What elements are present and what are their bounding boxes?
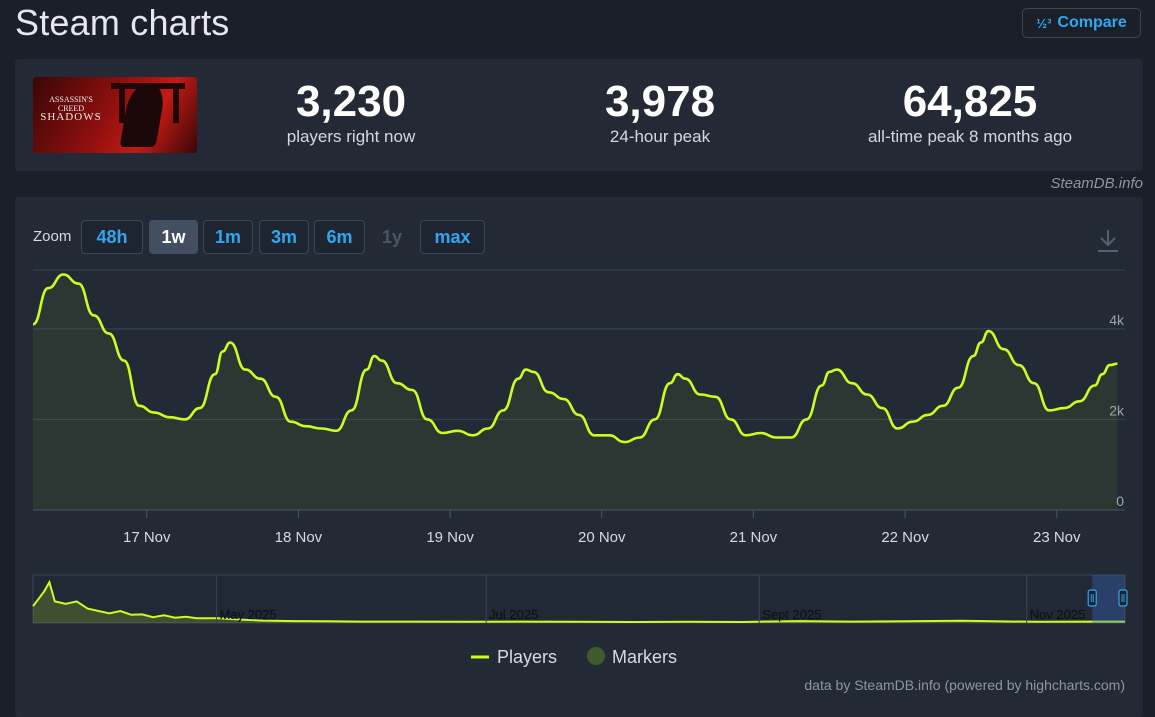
y-tick-label: 2k [1109, 402, 1125, 418]
y-tick-label: 0 [1116, 493, 1124, 509]
x-tick-label: 22 Nov [881, 529, 929, 546]
x-axis: 17 Nov 18 Nov 19 Nov 20 Nov 21 Nov 22 Nov 23 N… [123, 510, 1081, 546]
stat-label: 24-hour peak [609, 127, 711, 146]
game-cover-image[interactable]: ASSASSIN'S CREED SHADOWS [33, 77, 197, 153]
page-title: Steam charts [15, 2, 230, 43]
navigator-tick-label: Jul 2025 [489, 607, 538, 622]
compare-label: Compare [1057, 14, 1127, 31]
torii-post-left [119, 83, 125, 123]
x-tick-label: 20 Nov [578, 529, 626, 546]
navigator-tick-label: May 2025 [219, 607, 276, 622]
y-axis: 0 2k 4k [1109, 312, 1125, 509]
stat-label: players right now [286, 127, 416, 146]
zoom-1m-button[interactable]: 1m [203, 220, 253, 254]
navigator[interactable]: May 2025 Jul 2025 Sept 2025 Nov 2025 [32, 574, 1128, 624]
players-area [33, 274, 1118, 510]
navigator-tick-label: Sept 2025 [762, 607, 821, 622]
x-tick-label: 21 Nov [730, 529, 778, 546]
zoom-max-button[interactable]: max [420, 220, 485, 254]
zoom-48h-button[interactable]: 48h [81, 220, 143, 254]
game-logo: ASSASSIN'S CREED SHADOWS [40, 95, 102, 123]
stat-label: all-time peak 8 months ago [867, 127, 1073, 146]
x-tick-label: 23 Nov [1033, 529, 1081, 546]
zoom-6m-button[interactable]: 6m [314, 220, 365, 254]
zoom-1w-button[interactable]: 1w [149, 220, 198, 254]
navigator-frame [32, 574, 1126, 624]
navigator-handle [1118, 589, 1128, 607]
stat-value: 3,230 [295, 77, 407, 126]
day-peak-stat: 3,978 24-hour peak [540, 77, 780, 147]
stat-value: 64,825 [902, 77, 1038, 126]
zoom-3m-button[interactable]: 3m [259, 220, 309, 254]
stat-value: 3,978 [604, 77, 716, 126]
current-players-stat: 3,230 players right now [231, 77, 471, 147]
stats-panel: ASSASSIN'S CREED SHADOWS 3,230 players r… [15, 59, 1143, 171]
footer-credit[interactable]: data by SteamDB.info (powered by highcha… [804, 677, 1125, 693]
legend-markers-label: Markers [612, 647, 677, 667]
steamdb-credit[interactable]: SteamDB.info [1050, 175, 1143, 192]
compare-button[interactable]: ½³ Compare [1022, 8, 1141, 38]
chart-panel [15, 197, 1143, 717]
x-tick-label: 19 Nov [426, 529, 474, 546]
download-icon[interactable] [1096, 228, 1120, 254]
zoom-label: Zoom [33, 228, 72, 245]
legend: Players Markers [471, 647, 677, 667]
grid-lines [33, 269, 1125, 511]
navigator-line [32, 579, 1125, 624]
players-series-line[interactable] [33, 273, 1118, 444]
navigator-area [33, 582, 1125, 623]
all-time-peak-stat: 64,825 all-time peak 8 months ago [830, 77, 1110, 147]
zoom-1y-button: 1y [381, 226, 403, 247]
navigator-handle [1087, 589, 1097, 607]
torii-post-right [173, 83, 179, 123]
legend-markers-symbol [587, 647, 605, 665]
legend-players-label: Players [497, 647, 557, 667]
x-tick-label: 18 Nov [275, 529, 323, 546]
fraction-icon: ½³ [1036, 15, 1052, 31]
navigator-tick-label: Nov 2025 [1030, 607, 1086, 622]
x-tick-label: 17 Nov [123, 529, 171, 546]
y-tick-label: 4k [1109, 312, 1125, 328]
